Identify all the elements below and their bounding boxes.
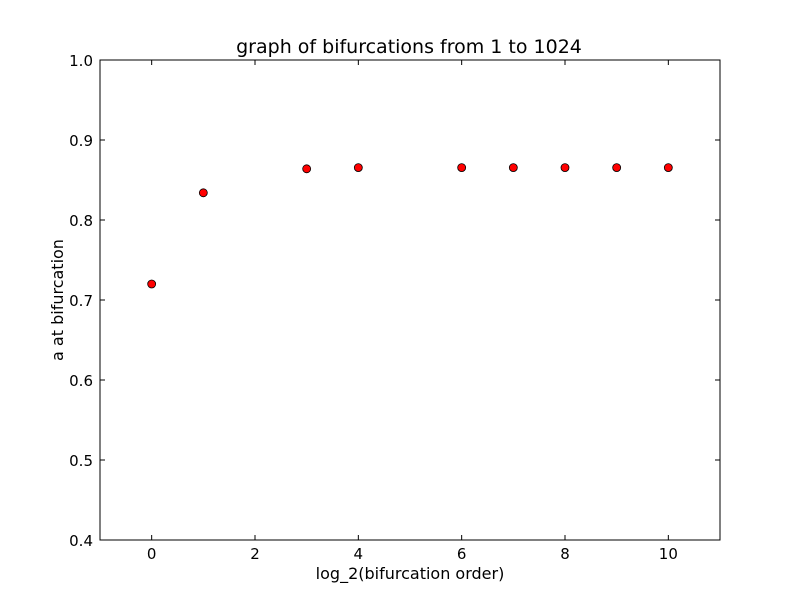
y-tick-label: 0.7: [69, 292, 93, 310]
y-tick-label: 0.9: [69, 132, 93, 150]
plot-frame: [99, 59, 721, 541]
x-tick-label: 6: [457, 545, 467, 563]
y-tick-label: 1.0: [69, 52, 93, 70]
y-axis-label: a at bifurcation: [48, 239, 67, 361]
data-point: [198, 188, 208, 198]
data-point: [663, 163, 673, 173]
data-points: [147, 163, 673, 289]
x-tick-label: 0: [147, 545, 157, 563]
data-point: [508, 163, 518, 173]
data-point: [560, 163, 570, 173]
x-tick-label: 8: [560, 545, 570, 563]
data-point: [353, 163, 363, 173]
y-tick-label: 0.5: [69, 452, 93, 470]
x-tick-label: 10: [659, 545, 678, 563]
data-point: [147, 279, 157, 289]
data-point: [457, 163, 467, 173]
data-point: [302, 164, 312, 174]
x-tick-label: 4: [354, 545, 364, 563]
y-tick-label: 0.6: [69, 372, 93, 390]
y-tick-label: 0.4: [69, 532, 93, 550]
chart-title: graph of bifurcations from 1 to 1024: [236, 36, 582, 58]
y-tick-label: 0.8: [69, 212, 93, 230]
data-point: [612, 163, 622, 173]
x-tick-label: 2: [250, 545, 260, 563]
axis-ticks: 0 2 4 6 8 10 0.4 0.5 0.6 0.7 0.8 0.9 1.0: [69, 52, 720, 563]
x-axis-label: log_2(bifurcation order): [316, 564, 505, 584]
